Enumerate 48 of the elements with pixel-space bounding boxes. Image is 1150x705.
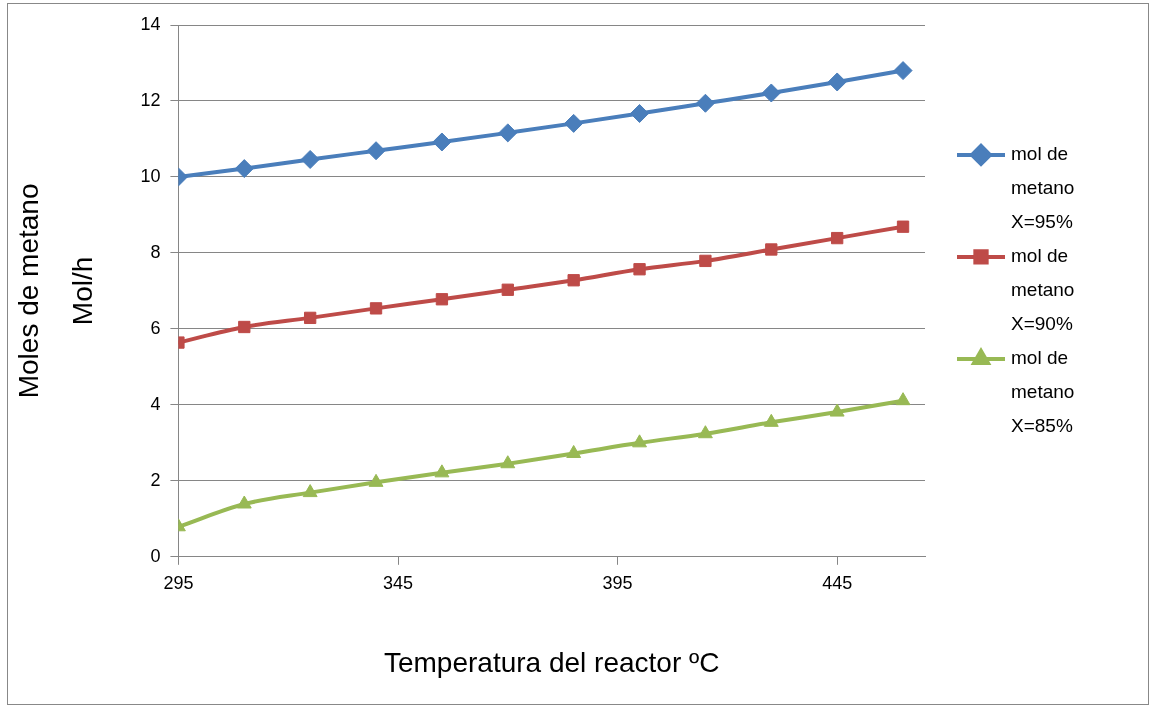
y-tick-label: 0 <box>150 545 161 566</box>
point <box>761 83 781 103</box>
point <box>302 484 318 498</box>
point <box>434 464 450 478</box>
point <box>432 132 452 152</box>
point <box>893 61 913 81</box>
point <box>564 113 584 133</box>
point <box>699 254 712 268</box>
y-tick-label: 12 <box>140 89 161 110</box>
point <box>763 413 779 427</box>
point <box>238 320 251 334</box>
y-tick-label: 8 <box>150 241 161 262</box>
point <box>500 455 516 469</box>
point <box>366 141 386 161</box>
point <box>236 495 252 509</box>
y-tick-label: 10 <box>140 165 161 186</box>
y-tick-label: 2 <box>150 469 161 490</box>
y-axis-title: Moles de metano Mol/h <box>13 183 98 399</box>
point <box>831 231 844 245</box>
x-tick-label: 445 <box>822 572 853 593</box>
point <box>498 123 518 143</box>
y-tick-label: 4 <box>150 393 161 414</box>
legend-label: mol de metano X=85% <box>1011 347 1075 437</box>
point <box>304 311 317 325</box>
point <box>829 403 845 417</box>
point <box>765 243 778 256</box>
point <box>300 149 320 169</box>
y-tick-label: 6 <box>150 317 161 338</box>
y-tick-label: 14 <box>140 13 161 34</box>
x-tick-label: 295 <box>163 572 194 593</box>
point <box>501 283 514 296</box>
x-tick-label: 395 <box>602 572 633 593</box>
point <box>695 93 715 113</box>
point <box>369 302 383 315</box>
point <box>566 444 582 458</box>
point <box>435 293 449 306</box>
point <box>567 274 580 287</box>
x-axis-title: Temperatura del reactor ºC <box>383 646 720 678</box>
x-tick-label: 345 <box>382 572 414 593</box>
point <box>697 425 713 439</box>
point <box>632 434 647 448</box>
point <box>368 473 384 487</box>
point <box>633 263 646 276</box>
point <box>895 392 911 406</box>
point <box>896 220 910 233</box>
point <box>234 159 254 179</box>
point <box>827 72 847 92</box>
point <box>630 104 650 124</box>
